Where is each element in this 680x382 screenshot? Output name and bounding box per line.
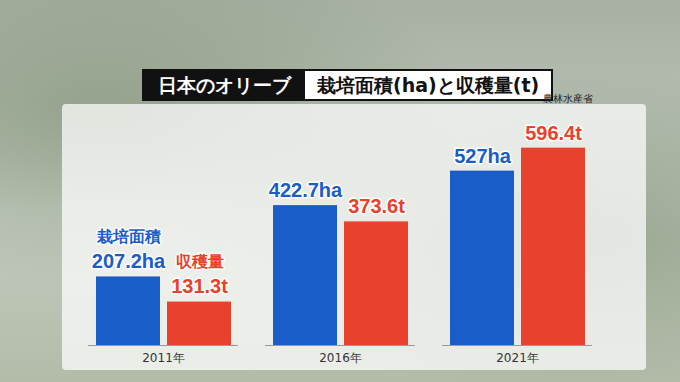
svg-text:収穫量: 収穫量 <box>176 252 224 271</box>
svg-text:422.7ha: 422.7ha <box>269 179 343 201</box>
svg-text:栽培面積: 栽培面積 <box>96 227 161 246</box>
svg-text:2021年: 2021年 <box>496 351 539 365</box>
svg-text:373.6t: 373.6t <box>348 195 405 217</box>
html-text:日本のオリーブ: 日本のオリーブ <box>158 74 291 96</box>
svg-text:2011年: 2011年 <box>142 351 185 365</box>
svg-text:207.2ha: 207.2ha <box>92 250 166 272</box>
html-text:農林水産省: 農林水産省 <box>543 93 593 104</box>
svg-text:2016年: 2016年 <box>319 351 362 365</box>
svg-text:596.4t: 596.4t <box>525 122 582 144</box>
svg-text:131.3t: 131.3t <box>171 275 228 297</box>
svg-text:527ha: 527ha <box>454 145 512 167</box>
html-text:栽培面積(ha)と収穫量(t): 栽培面積(ha)と収穫量(t) <box>317 74 540 96</box>
